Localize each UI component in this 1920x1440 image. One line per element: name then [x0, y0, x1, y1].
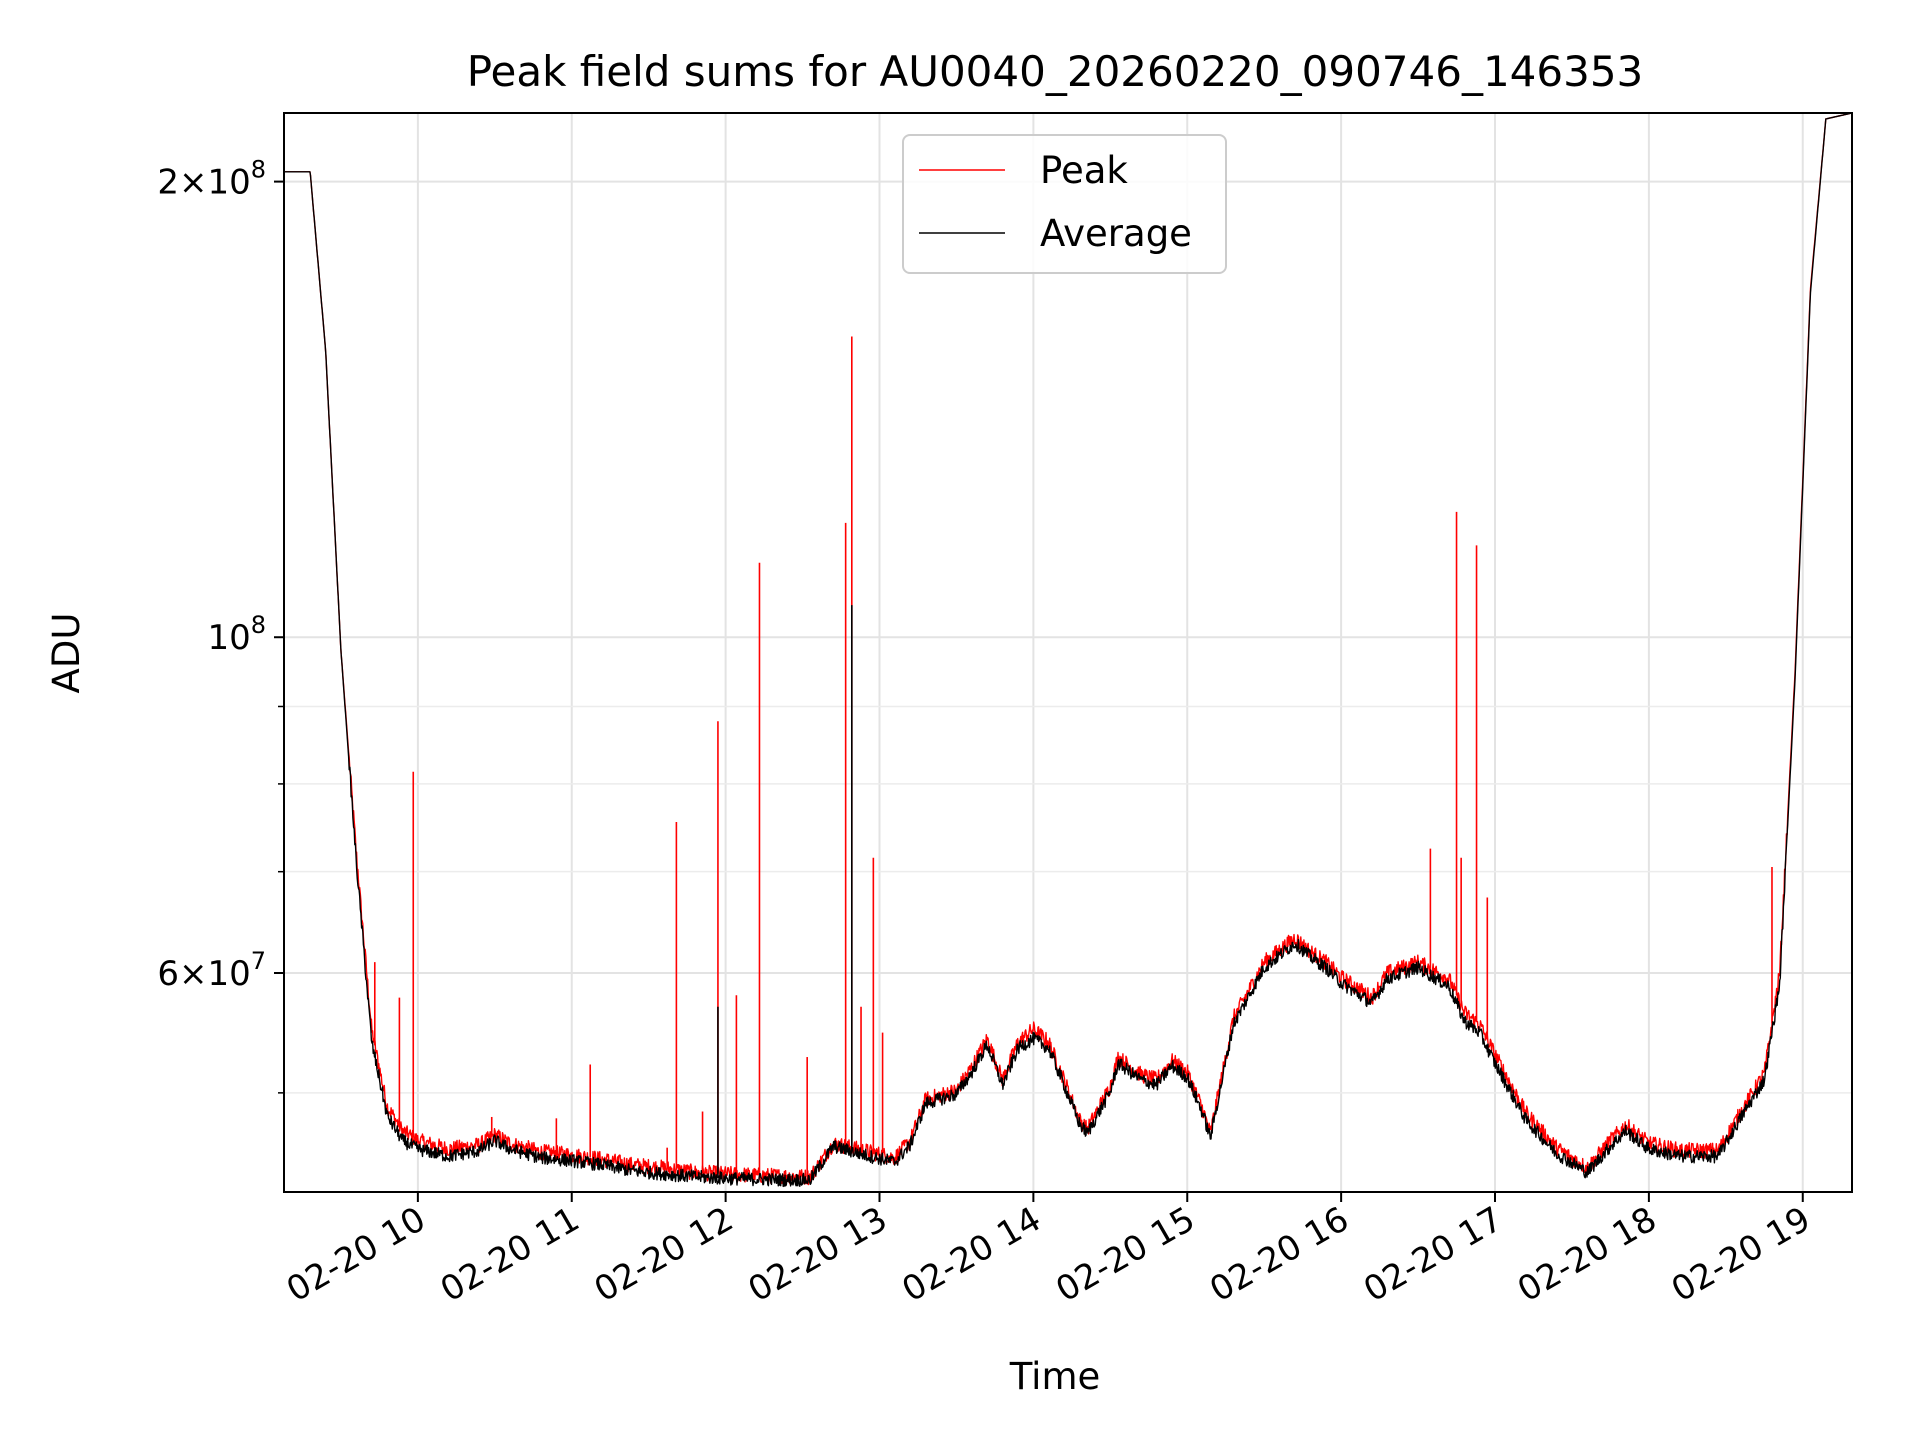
- chart-title: Peak field sums for AU0040_20260220_0907…: [467, 47, 1644, 96]
- plot-frame: [283, 112, 1853, 1193]
- series-average: [283, 112, 1852, 1188]
- y-tick-label: 2×108: [157, 156, 266, 203]
- legend-label-peak: Peak: [1040, 149, 1128, 192]
- plot-series: [283, 112, 1852, 1188]
- legend-label-average: Average: [1040, 212, 1192, 255]
- series-line-average: [283, 112, 1852, 1188]
- y-axis: 2×108 108 6×107: [157, 156, 284, 1094]
- y-tick-label: 6×107: [157, 947, 266, 994]
- legend: Peak Average: [902, 134, 1227, 274]
- x-axis-title: Time: [1009, 1355, 1101, 1398]
- y-tick-label: 108: [207, 611, 266, 658]
- y-axis-title: ADU: [45, 613, 88, 694]
